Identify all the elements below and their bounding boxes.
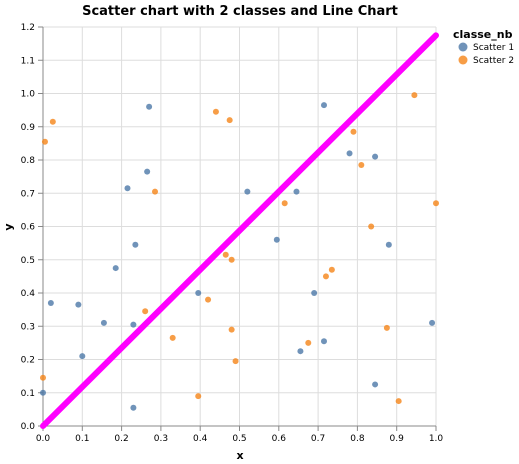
x-tick-label: 0.5	[232, 434, 246, 444]
scatter-1-point	[297, 348, 303, 354]
chart-title: Scatter chart with 2 classes and Line Ch…	[82, 4, 398, 19]
scatter-1-point	[429, 320, 435, 326]
scatter-2-point	[233, 358, 239, 364]
x-tick-label: 0.1	[75, 434, 89, 444]
scatter-1-point	[113, 265, 119, 271]
scatter-2-point	[227, 117, 233, 123]
y-tick-label: 0.8	[21, 156, 36, 166]
x-axis-title: x	[236, 449, 243, 462]
legend-title: classe_nb	[453, 28, 513, 41]
legend: classe_nb Scatter 1 Scatter 2	[453, 28, 514, 66]
scatter-2-point	[384, 325, 390, 331]
scatter-2-point	[368, 224, 374, 230]
legend-swatch	[459, 56, 468, 65]
scatter-1-point	[79, 353, 85, 359]
scatter-2-point	[396, 398, 402, 404]
scatter-1-point	[274, 237, 280, 243]
scatter-1-point	[347, 150, 353, 156]
legend-label: Scatter 2	[473, 56, 514, 66]
y-tick-label: 0.2	[21, 356, 35, 366]
y-tick-label: 0.0	[21, 422, 36, 432]
scatter-2-point	[223, 252, 229, 258]
scatter-2-point	[40, 375, 46, 381]
scatter-1-point	[146, 104, 152, 110]
scatter-1-point	[372, 154, 378, 160]
y-axis-title: y	[2, 223, 15, 230]
x-tick-label: 1.0	[429, 434, 444, 444]
scatter-1-point	[195, 290, 201, 296]
y-tick-label: 0.7	[21, 189, 35, 199]
x-tick-label: 0.6	[272, 434, 287, 444]
scatter-1-point	[40, 390, 46, 396]
scatter-2-point	[42, 139, 48, 145]
scatter-1-point	[101, 320, 107, 326]
x-tick-label: 0.8	[350, 434, 365, 444]
scatter-2-point	[229, 327, 235, 333]
scatter-2-point	[358, 162, 364, 168]
scatter-1-point	[311, 290, 317, 296]
x-tick-label: 0.4	[193, 434, 208, 444]
scatter-1-point	[321, 338, 327, 344]
y-tick-label: 0.4	[21, 289, 36, 299]
scatter-1-point	[124, 185, 130, 191]
y-tick-label: 0.3	[21, 322, 35, 332]
y-tick-label: 0.9	[21, 123, 36, 133]
scatter-1-point	[48, 300, 54, 306]
scatter-2-point	[411, 92, 417, 98]
x-tick-label: 0.3	[154, 434, 168, 444]
y-tick-label: 0.5	[21, 256, 35, 266]
axes: 0.0 0.1 0.2 0.3 0.4 0.5 0.6 0.7 0.8 0.9 1.0 0.0 0.1 0…	[21, 23, 444, 444]
x-tick-label: 0.0	[36, 434, 51, 444]
y-tick-label: 1.0	[21, 90, 36, 100]
scatter-2-point	[50, 119, 56, 125]
x-tick-label: 0.9	[390, 434, 405, 444]
scatter-1-point	[372, 381, 378, 387]
scatter-2-point	[323, 273, 329, 279]
scatter-2-point	[329, 267, 335, 273]
scatter-1-point	[293, 189, 299, 195]
y-tick-label: 0.6	[21, 223, 36, 233]
x-tick-label: 0.2	[114, 434, 128, 444]
scatter-1-point	[130, 405, 136, 411]
scatter-2-point	[152, 189, 158, 195]
scatter-2-point	[229, 257, 235, 263]
scatter-1-point	[321, 102, 327, 108]
scatter-2-point	[433, 200, 439, 206]
scatter-2-point	[350, 129, 356, 135]
legend-swatch	[459, 43, 468, 52]
y-tick-label: 1.1	[21, 56, 35, 66]
scatter-2-point	[170, 335, 176, 341]
x-tick-label: 0.7	[311, 434, 325, 444]
scatter-1-point	[144, 169, 150, 175]
scatter-2-point	[305, 340, 311, 346]
scatter-1-point	[130, 322, 136, 328]
scatter-1-point	[244, 189, 250, 195]
scatter-2-point	[205, 297, 211, 303]
scatter-2-point	[195, 393, 201, 399]
legend-items: Scatter 1 Scatter 2	[459, 43, 515, 67]
y-tick-label: 0.1	[21, 389, 35, 399]
y-tick-label: 1.2	[21, 23, 35, 33]
legend-label: Scatter 1	[473, 43, 514, 53]
scatter-2-point	[213, 109, 219, 115]
scatter-2-point	[282, 200, 288, 206]
scatter-1-point	[132, 242, 138, 248]
scatter-2-point	[142, 308, 148, 314]
scatter-1-point	[386, 242, 392, 248]
scatter-1-point	[75, 302, 81, 308]
